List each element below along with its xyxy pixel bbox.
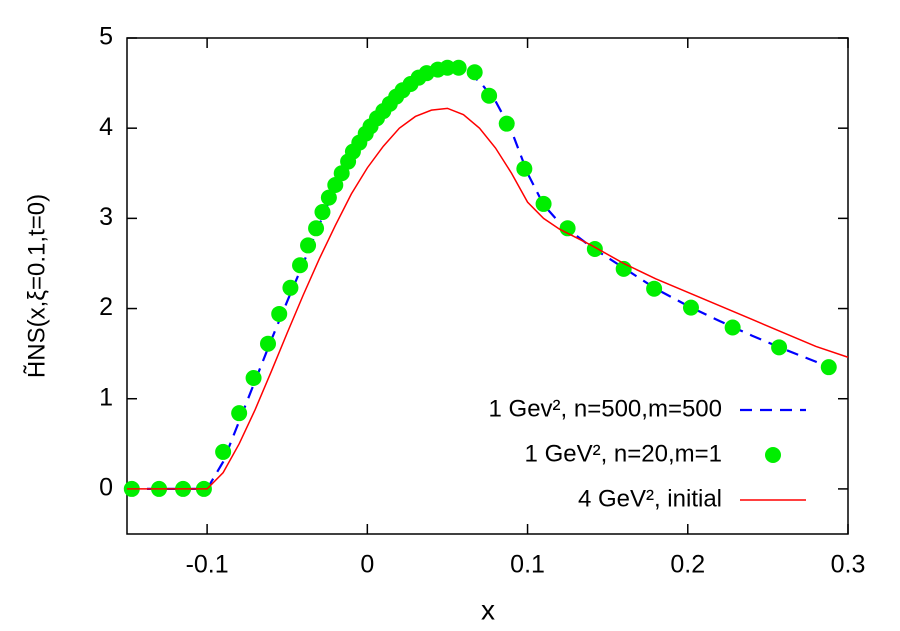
legend-label: 4 GeV², initial bbox=[578, 485, 722, 512]
data-point bbox=[450, 59, 467, 76]
data-point bbox=[300, 237, 317, 254]
data-point bbox=[466, 64, 483, 81]
legend-label: 1 Gev², n=500,m=500 bbox=[489, 395, 722, 422]
x-tick-label: 0.3 bbox=[831, 551, 866, 579]
data-point bbox=[320, 189, 337, 206]
series-line bbox=[127, 107, 849, 490]
data-point bbox=[682, 299, 699, 316]
y-tick-label: 3 bbox=[99, 203, 113, 231]
data-point bbox=[498, 115, 515, 132]
data-point bbox=[308, 220, 325, 237]
x-tick-label: 0.1 bbox=[510, 551, 545, 579]
series-line bbox=[127, 66, 833, 491]
data-point bbox=[245, 369, 262, 386]
x-axis-title: x bbox=[481, 594, 495, 625]
data-point bbox=[516, 160, 533, 177]
data-point bbox=[646, 280, 663, 297]
data-point bbox=[771, 339, 788, 356]
y-tick-label: 4 bbox=[99, 113, 113, 141]
data-point bbox=[215, 443, 232, 460]
y-tick-label: 2 bbox=[99, 293, 113, 321]
x-tick-label: -0.1 bbox=[186, 551, 229, 579]
y-axis-title: H̃NS(x,ξ=0.1,t=0) bbox=[23, 194, 50, 378]
data-point bbox=[559, 220, 576, 237]
data-point bbox=[259, 335, 276, 352]
data-point bbox=[439, 59, 456, 76]
y-tick-label: 1 bbox=[99, 383, 113, 411]
data-point bbox=[327, 176, 344, 193]
data-point bbox=[820, 359, 837, 376]
data-point bbox=[481, 87, 498, 104]
data-point bbox=[292, 257, 309, 274]
x-tick-label: 0 bbox=[360, 551, 374, 579]
data-point bbox=[333, 165, 350, 182]
data-point bbox=[535, 195, 552, 212]
legend-marker bbox=[765, 447, 781, 463]
plot-frame bbox=[126, 37, 849, 535]
x-tick-label: 0.2 bbox=[670, 551, 705, 579]
legend-label: 1 GeV², n=20,m=1 bbox=[525, 440, 722, 467]
data-point bbox=[314, 204, 331, 221]
y-tick-label: 0 bbox=[99, 474, 113, 502]
data-point bbox=[282, 279, 299, 296]
data-point bbox=[271, 305, 288, 322]
data-point bbox=[231, 405, 248, 422]
data-point bbox=[724, 319, 741, 336]
y-tick-label: 5 bbox=[99, 23, 113, 51]
